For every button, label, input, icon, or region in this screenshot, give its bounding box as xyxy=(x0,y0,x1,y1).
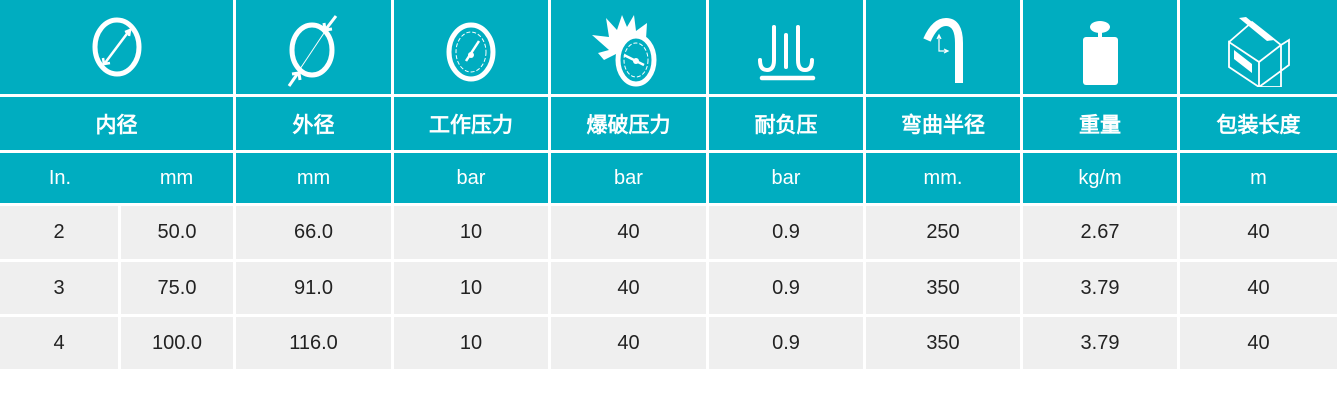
unit-working-pressure: bar xyxy=(394,153,548,203)
unit-vacuum: bar xyxy=(709,153,863,203)
table-cell: 3.79 xyxy=(1023,317,1177,369)
table-cell: 0.9 xyxy=(709,206,863,259)
unit-bend-radius: mm. xyxy=(866,153,1020,203)
vacuum-resistance-icon xyxy=(709,0,863,94)
table-cell: 2 xyxy=(0,206,118,259)
table-cell: 0.9 xyxy=(709,317,863,369)
header-inner-diameter: 内径 xyxy=(0,97,233,150)
header-weight: 重量 xyxy=(1023,97,1177,150)
table-cell: 40 xyxy=(1180,206,1337,259)
unit-inner-diameter: In. mm xyxy=(0,153,233,203)
table-cell: 250 xyxy=(866,206,1020,259)
spec-table: 内径 外径 工作压力 爆破压力 耐负压 弯曲半径 重量 包装长度 In. mm … xyxy=(0,0,1337,369)
table-cell: 350 xyxy=(866,262,1020,314)
header-outer-diameter: 外径 xyxy=(236,97,391,150)
table-cell: 4 xyxy=(0,317,118,369)
unit-burst-pressure: bar xyxy=(551,153,706,203)
unit-inch: In. xyxy=(48,166,72,189)
header-burst-pressure: 爆破压力 xyxy=(551,97,706,150)
table-cell: 40 xyxy=(1180,317,1337,369)
table-cell: 100.0 xyxy=(121,317,233,369)
outer-diameter-icon xyxy=(236,0,391,94)
table-cell: 75.0 xyxy=(121,262,233,314)
weight-icon xyxy=(1023,0,1177,94)
table-cell: 50.0 xyxy=(121,206,233,259)
table-cell: 40 xyxy=(551,262,706,314)
package-box-icon xyxy=(1180,0,1337,94)
table-cell: 10 xyxy=(394,206,548,259)
table-cell: 3 xyxy=(0,262,118,314)
table-cell: 10 xyxy=(394,317,548,369)
inner-diameter-icon xyxy=(0,0,233,94)
header-bend-radius: 弯曲半径 xyxy=(866,97,1020,150)
table-cell: 350 xyxy=(866,317,1020,369)
table-cell: 116.0 xyxy=(236,317,391,369)
table-cell: 40 xyxy=(1180,262,1337,314)
table-cell: 40 xyxy=(551,317,706,369)
unit-weight: kg/m xyxy=(1023,153,1177,203)
unit-outer-diameter: mm xyxy=(236,153,391,203)
unit-package-length: m xyxy=(1180,153,1337,203)
bend-radius-icon xyxy=(866,0,1020,94)
header-vacuum: 耐负压 xyxy=(709,97,863,150)
header-package-length: 包装长度 xyxy=(1180,97,1337,150)
table-cell: 3.79 xyxy=(1023,262,1177,314)
table-cell: 10 xyxy=(394,262,548,314)
burst-pressure-gauge-icon xyxy=(551,0,706,94)
table-cell: 40 xyxy=(551,206,706,259)
table-cell: 0.9 xyxy=(709,262,863,314)
table-cell: 2.67 xyxy=(1023,206,1177,259)
table-cell: 91.0 xyxy=(236,262,391,314)
unit-mm: mm xyxy=(159,166,194,189)
working-pressure-gauge-icon xyxy=(394,0,548,94)
header-working-pressure: 工作压力 xyxy=(394,97,548,150)
table-cell: 66.0 xyxy=(236,206,391,259)
